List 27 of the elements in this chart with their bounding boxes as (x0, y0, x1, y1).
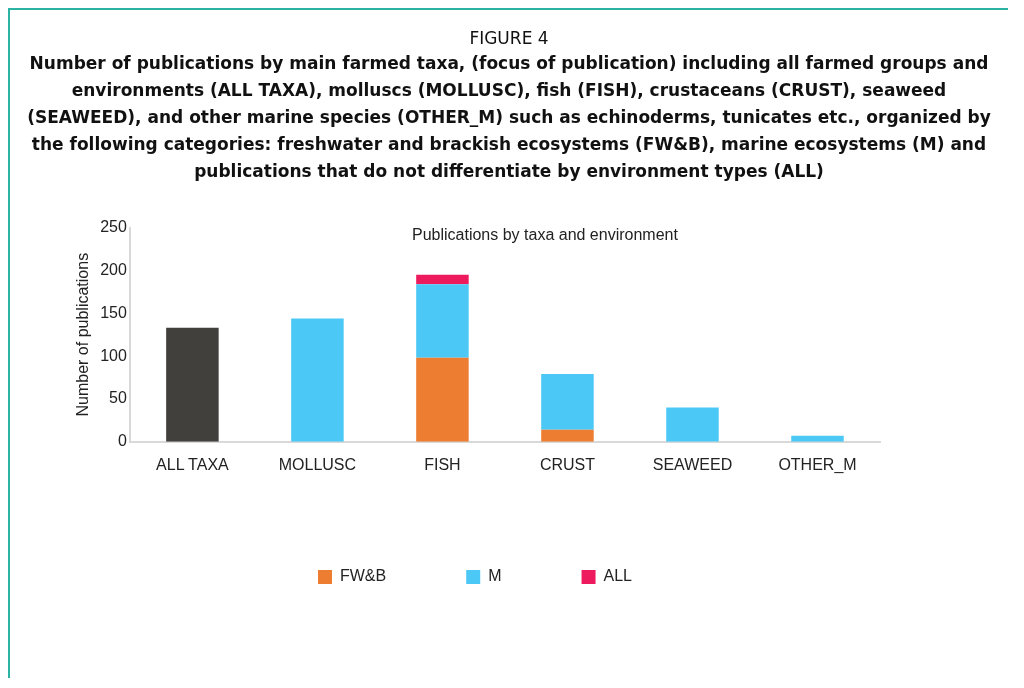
bar (666, 407, 719, 442)
y-axis-title: Number of publications (74, 252, 92, 417)
annotation: Publications by taxa and environment (411, 226, 679, 244)
x-tick-label: ALL TAXA (156, 455, 230, 473)
bar (416, 357, 469, 442)
chart-subtitle: Number of publications by main farmed taxa, (focus of publication) including all farmed groups and environments (ALL TAXA), molluscs (MOLLUSC), fish (FISH), crustaceans (CRUST), seaweed (SEAWEED), and other marine species (OTHER_M) such as echinoderms, tunicates etc., organized by the following categories: freshwater and brackish ecosystems (FW&B), marine ecosystems (M) and publications that do not differentiate by environment types (ALL) (26, 52, 992, 183)
y-tick-label: 250 (100, 218, 127, 236)
y-tick-label: 0 (117, 432, 127, 450)
bar (541, 429, 594, 442)
x-tick-label: SEAWEED (652, 455, 733, 473)
bar (166, 327, 219, 442)
y-tick-label: 50 (109, 389, 127, 407)
legend-label: M (488, 567, 502, 585)
y-tick-label: 100 (100, 346, 127, 364)
y-tick-label: 200 (100, 260, 127, 278)
x-tick-label: CRUST (539, 455, 596, 473)
bar (416, 274, 469, 285)
bar (291, 318, 344, 442)
bar (541, 374, 594, 430)
bar (416, 284, 469, 358)
chart-title: FIGURE 4 (468, 27, 550, 48)
legend-label: FW&B (339, 567, 387, 585)
x-tick-label: MOLLUSC (278, 455, 357, 473)
x-tick-label: FISH (424, 455, 461, 473)
y-tick-label: 150 (100, 303, 127, 321)
legend-label: ALL (603, 567, 633, 585)
x-tick-label: OTHER_M (778, 455, 857, 474)
